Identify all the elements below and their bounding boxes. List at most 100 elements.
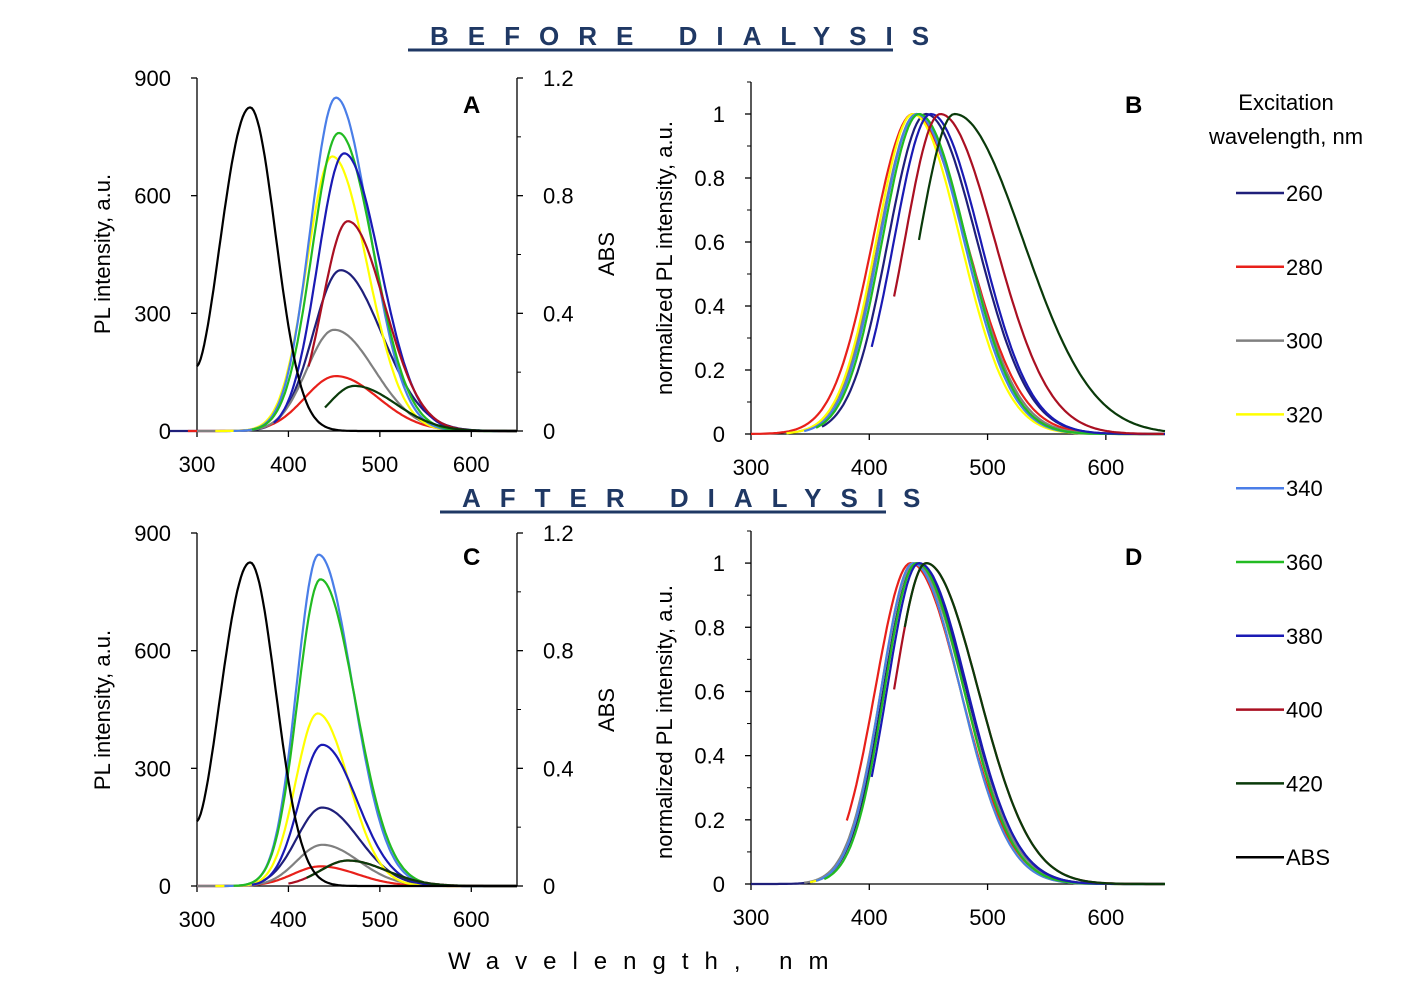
panel-d-ticks: 300 400 500 600 0 0.2 0.4 0.6 0.8 1 [694, 530, 1124, 930]
panel-c-series-280 [197, 865, 517, 888]
panel-c-y-tick-label: 900 [134, 521, 171, 546]
panel-a-y-tick-label: 0 [159, 419, 171, 444]
legend-label-380: 380 [1286, 624, 1323, 649]
panel-d-curves [751, 561, 1165, 886]
panel-d-x-tick-label: 600 [1087, 905, 1124, 930]
panel-c-series-320 [215, 712, 517, 888]
panel-b-y-tick-label: 0 [713, 422, 725, 447]
panel-a-curves [169, 96, 517, 433]
panel-d-y-tick-label: 0.2 [694, 808, 725, 833]
panel-a-y-tick-label: 900 [134, 66, 171, 91]
panel-d-y-tick-label: 0.6 [694, 679, 725, 704]
panel-b-x-tick-label: 500 [969, 455, 1006, 480]
panel-a-y-tick-label: 300 [134, 301, 171, 326]
panel-b-x-tick-label: 600 [1087, 455, 1124, 480]
panel-a-series-abs [196, 106, 517, 433]
panel-c-y2-tick-label: 1.2 [543, 521, 574, 546]
panel-d-y-tick-label: 0.8 [694, 615, 725, 640]
panel-c-y2-tick-label: 0.4 [543, 756, 574, 781]
panel-b-series-340 [803, 112, 1164, 436]
panel-d-label: D [1125, 544, 1142, 571]
panel-c-chart: 300 400 500 600 0 300 600 900 0 0.4 0.8 1.2 C PL in… [90, 521, 619, 932]
panel-a-y2-tick-label: 0 [543, 419, 555, 444]
panel-d-series-300 [804, 562, 1164, 886]
panel-a-y2-tick-label: 1.2 [543, 66, 574, 91]
panel-c-y-tick-label: 600 [134, 639, 171, 664]
panel-d-y-axis-label: normalized PL intensity, a.u. [652, 585, 677, 859]
panel-c-x-tick-label: 500 [361, 907, 398, 932]
panel-d-series-420 [903, 561, 1165, 886]
panel-b-series-280 [751, 112, 1165, 436]
panel-a-y2-axis-label: ABS [594, 232, 619, 276]
legend-label-420: 420 [1286, 771, 1323, 796]
legend-label-320: 320 [1286, 402, 1323, 427]
panel-c-label: C [463, 544, 480, 571]
before-dialysis-title: BEFORE DIALYSIS [430, 21, 948, 51]
panel-a-x-tick-label: 300 [179, 452, 216, 477]
panel-a-x-tick-label: 600 [453, 452, 490, 477]
legend-label-abs: ABS [1286, 845, 1330, 870]
panel-b-y-tick-label: 0.8 [694, 166, 725, 191]
panel-c-y2-tick-label: 0 [543, 874, 555, 899]
legend-items: 260 280 300 320 340 360 380 400 420 ABS [1236, 181, 1330, 870]
panel-d-x-tick-label: 300 [733, 905, 770, 930]
panel-c-y2-axis-label: ABS [594, 688, 619, 732]
panel-b-y-axis-label: normalized PL intensity, a.u. [652, 121, 677, 395]
panel-a-y-tick-label: 600 [134, 184, 171, 209]
panel-d-y-tick-label: 1 [713, 551, 725, 576]
legend-label-260: 260 [1286, 181, 1323, 206]
legend-label-280: 280 [1286, 255, 1323, 280]
panel-b-y-tick-label: 1 [713, 102, 725, 127]
panel-b-x-tick-label: 400 [851, 455, 888, 480]
panel-d-series-260 [751, 561, 1165, 886]
panel-a-series-260 [169, 269, 517, 433]
panel-a-y-axis-label: PL intensity, a.u. [90, 174, 115, 334]
panel-b-label: B [1125, 92, 1142, 119]
panel-c-x-tick-label: 400 [270, 907, 307, 932]
panel-c-series-300 [197, 843, 517, 888]
panel-a-x-tick-label: 500 [361, 452, 398, 477]
panel-c-series-340 [224, 553, 517, 888]
panel-c-x-tick-label: 600 [453, 907, 490, 932]
panel-b-y-tick-label: 0.4 [694, 294, 725, 319]
panel-b-y-tick-label: 0.2 [694, 358, 725, 383]
panel-a-chart: 300 400 500 600 0 300 600 900 0 0.4 0.8 1.2 A PL in… [90, 66, 619, 477]
panel-c-curves [196, 553, 517, 888]
panel-b-chart: 300 400 500 600 0 0.2 0.4 0.6 0.8 1 B normalized … [652, 81, 1166, 480]
panel-d-series-380 [870, 561, 1165, 886]
panel-b-curves [751, 112, 1166, 436]
panel-c-y-tick-label: 300 [134, 756, 171, 781]
panel-a-label: A [463, 92, 480, 119]
panel-d-y-tick-label: 0.4 [694, 744, 725, 769]
legend-title-line1: Excitation [1238, 90, 1333, 115]
panel-c-x-tick-label: 300 [179, 907, 216, 932]
panel-b-y-tick-label: 0.6 [694, 230, 725, 255]
panel-a-y2-tick-label: 0.8 [543, 184, 574, 209]
panel-b-ticks: 300 400 500 600 0 0.2 0.4 0.6 0.8 1 [694, 81, 1124, 480]
panel-c-series-abs [196, 561, 517, 888]
panel-b-series-380 [870, 112, 1165, 436]
panel-d-x-tick-label: 500 [969, 905, 1006, 930]
panel-a-ticks: 300 400 500 600 0 300 600 900 0 0.4 0.8 1.2 [134, 66, 573, 477]
panel-d-y-tick-label: 0 [713, 872, 725, 897]
panel-c-y2-tick-label: 0.8 [543, 639, 574, 664]
panel-a-series-280 [187, 375, 517, 433]
legend-label-340: 340 [1286, 476, 1323, 501]
legend-label-300: 300 [1286, 329, 1323, 354]
panel-b-series-420 [917, 112, 1166, 433]
common-x-axis-label: Wavelength, nm [448, 948, 845, 975]
after-dialysis-title: AFTER DIALYSIS [462, 483, 939, 513]
legend-title-line2: wavelength, nm [1208, 124, 1363, 149]
legend: Excitation wavelength, nm 260 280 300 320 34… [1208, 90, 1363, 870]
panel-a-x-tick-label: 400 [270, 452, 307, 477]
panel-d-x-tick-label: 400 [851, 905, 888, 930]
panel-d-chart: 300 400 500 600 0 0.2 0.4 0.6 0.8 1 D normalized … [652, 530, 1165, 930]
legend-label-360: 360 [1286, 550, 1323, 575]
panel-a-series-380 [273, 152, 517, 433]
panel-c-y-tick-label: 0 [159, 874, 171, 899]
panel-a-y2-tick-label: 0.4 [543, 301, 574, 326]
panel-b-series-400 [893, 112, 1164, 435]
legend-label-400: 400 [1286, 698, 1323, 723]
panel-d-series-400 [893, 562, 1164, 886]
